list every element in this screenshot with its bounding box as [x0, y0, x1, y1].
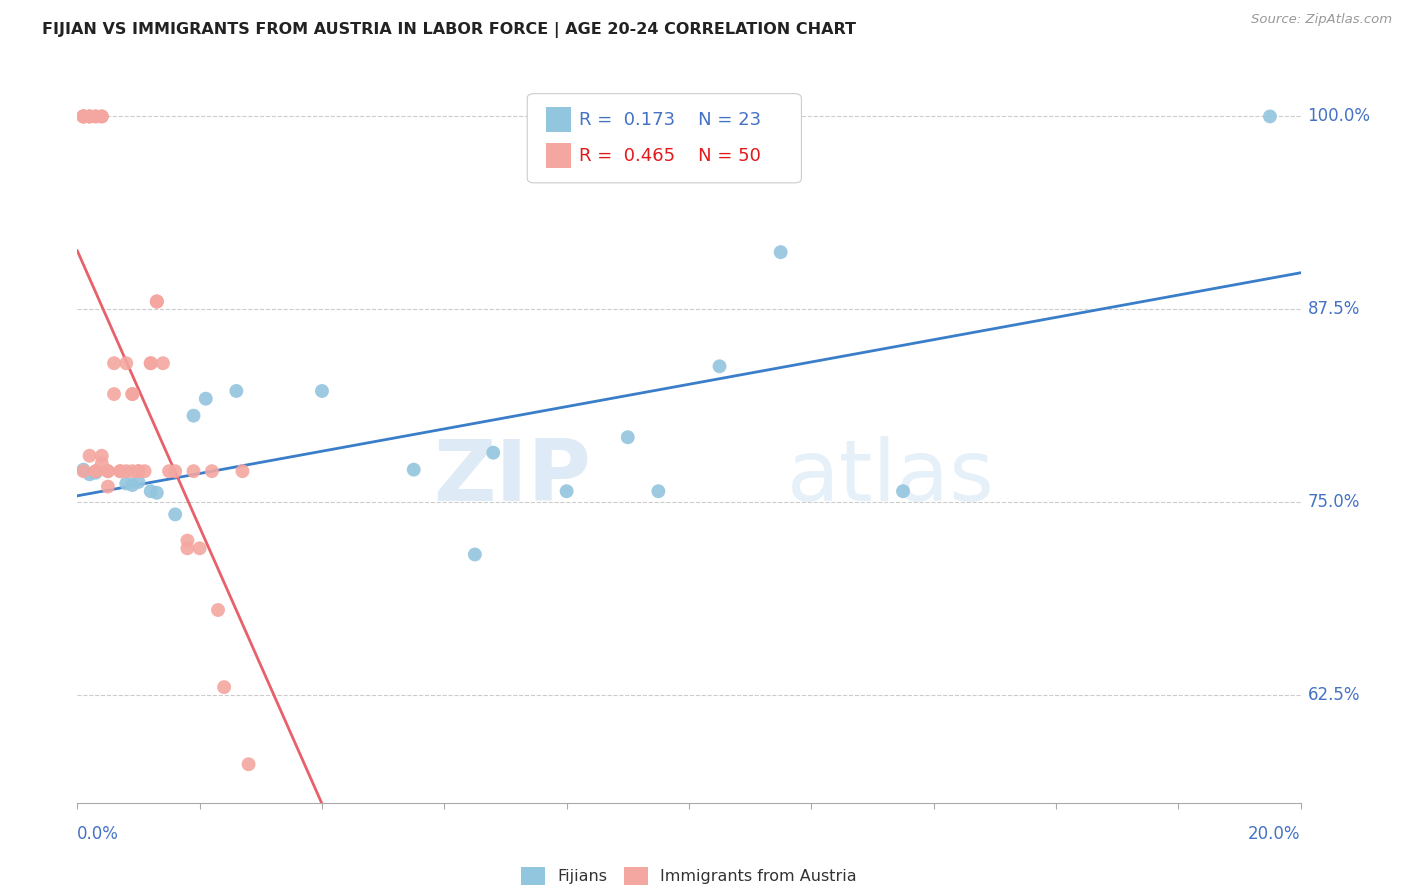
Point	[139, 356, 162, 370]
Point	[769, 245, 792, 260]
Point	[72, 464, 94, 478]
Point	[103, 356, 125, 370]
Point	[79, 110, 101, 124]
Point	[146, 294, 169, 309]
Point	[165, 464, 187, 478]
Point	[238, 757, 260, 772]
Text: R =  0.465    N = 50: R = 0.465 N = 50	[579, 147, 761, 165]
Text: R =  0.173    N = 23: R = 0.173 N = 23	[579, 112, 762, 129]
Point	[183, 409, 205, 423]
Text: FIJIAN VS IMMIGRANTS FROM AUSTRIA IN LABOR FORCE | AGE 20-24 CORRELATION CHART: FIJIAN VS IMMIGRANTS FROM AUSTRIA IN LAB…	[42, 22, 856, 38]
Point	[97, 464, 120, 478]
Point	[225, 384, 247, 398]
Point	[146, 294, 169, 309]
Point	[212, 680, 235, 694]
Point	[139, 356, 162, 370]
Point	[1258, 110, 1281, 124]
Point	[134, 464, 156, 478]
Point	[482, 445, 505, 459]
Point	[72, 110, 94, 124]
Point	[891, 484, 914, 499]
Point	[90, 457, 112, 471]
Point	[201, 464, 224, 478]
Point	[127, 464, 149, 478]
Text: 20.0%: 20.0%	[1249, 825, 1301, 843]
Point	[79, 110, 101, 124]
Point	[555, 484, 578, 499]
Point	[176, 541, 198, 556]
Point	[90, 110, 112, 124]
Point	[103, 387, 125, 401]
Point	[152, 356, 174, 370]
Point	[207, 603, 229, 617]
Text: atlas: atlas	[787, 435, 995, 518]
Point	[402, 462, 425, 476]
Text: Source: ZipAtlas.com: Source: ZipAtlas.com	[1251, 13, 1392, 27]
Point	[115, 356, 138, 370]
Point	[146, 294, 169, 309]
Point	[647, 484, 669, 499]
Point	[176, 533, 198, 548]
Point	[84, 464, 107, 478]
Point	[84, 110, 107, 124]
Point	[127, 464, 149, 478]
Point	[108, 464, 131, 478]
Point	[146, 485, 169, 500]
Point	[115, 464, 138, 478]
Point	[115, 476, 138, 491]
Point	[183, 464, 205, 478]
Point	[108, 464, 131, 478]
Point	[709, 359, 731, 374]
Point	[165, 508, 187, 522]
Point	[121, 387, 143, 401]
Point	[121, 387, 143, 401]
Point	[157, 464, 180, 478]
Point	[127, 475, 149, 489]
Point	[121, 464, 143, 478]
Point	[72, 110, 94, 124]
Legend: Fijians, Immigrants from Austria: Fijians, Immigrants from Austria	[515, 861, 863, 891]
Point	[90, 449, 112, 463]
Point	[79, 467, 101, 482]
Point	[97, 480, 120, 494]
Point	[139, 484, 162, 499]
Point	[84, 466, 107, 480]
Point	[84, 110, 107, 124]
Text: ZIP: ZIP	[433, 435, 591, 518]
Point	[97, 464, 120, 478]
Point	[72, 110, 94, 124]
Point	[121, 478, 143, 492]
Point	[617, 430, 640, 444]
Point	[188, 541, 211, 556]
Point	[311, 384, 333, 398]
Point	[79, 110, 101, 124]
Point	[72, 110, 94, 124]
Point	[342, 804, 364, 818]
Point	[90, 110, 112, 124]
Point	[464, 548, 486, 562]
Text: 87.5%: 87.5%	[1308, 301, 1360, 318]
Point	[194, 392, 217, 406]
Point	[72, 462, 94, 476]
Point	[231, 464, 253, 478]
Text: 100.0%: 100.0%	[1308, 107, 1371, 126]
Text: 62.5%: 62.5%	[1308, 686, 1360, 704]
Text: 0.0%: 0.0%	[77, 825, 120, 843]
Text: 75.0%: 75.0%	[1308, 493, 1360, 511]
Point	[79, 449, 101, 463]
Point	[84, 464, 107, 478]
Y-axis label: In Labor Force | Age 20-24: In Labor Force | Age 20-24	[0, 332, 8, 533]
